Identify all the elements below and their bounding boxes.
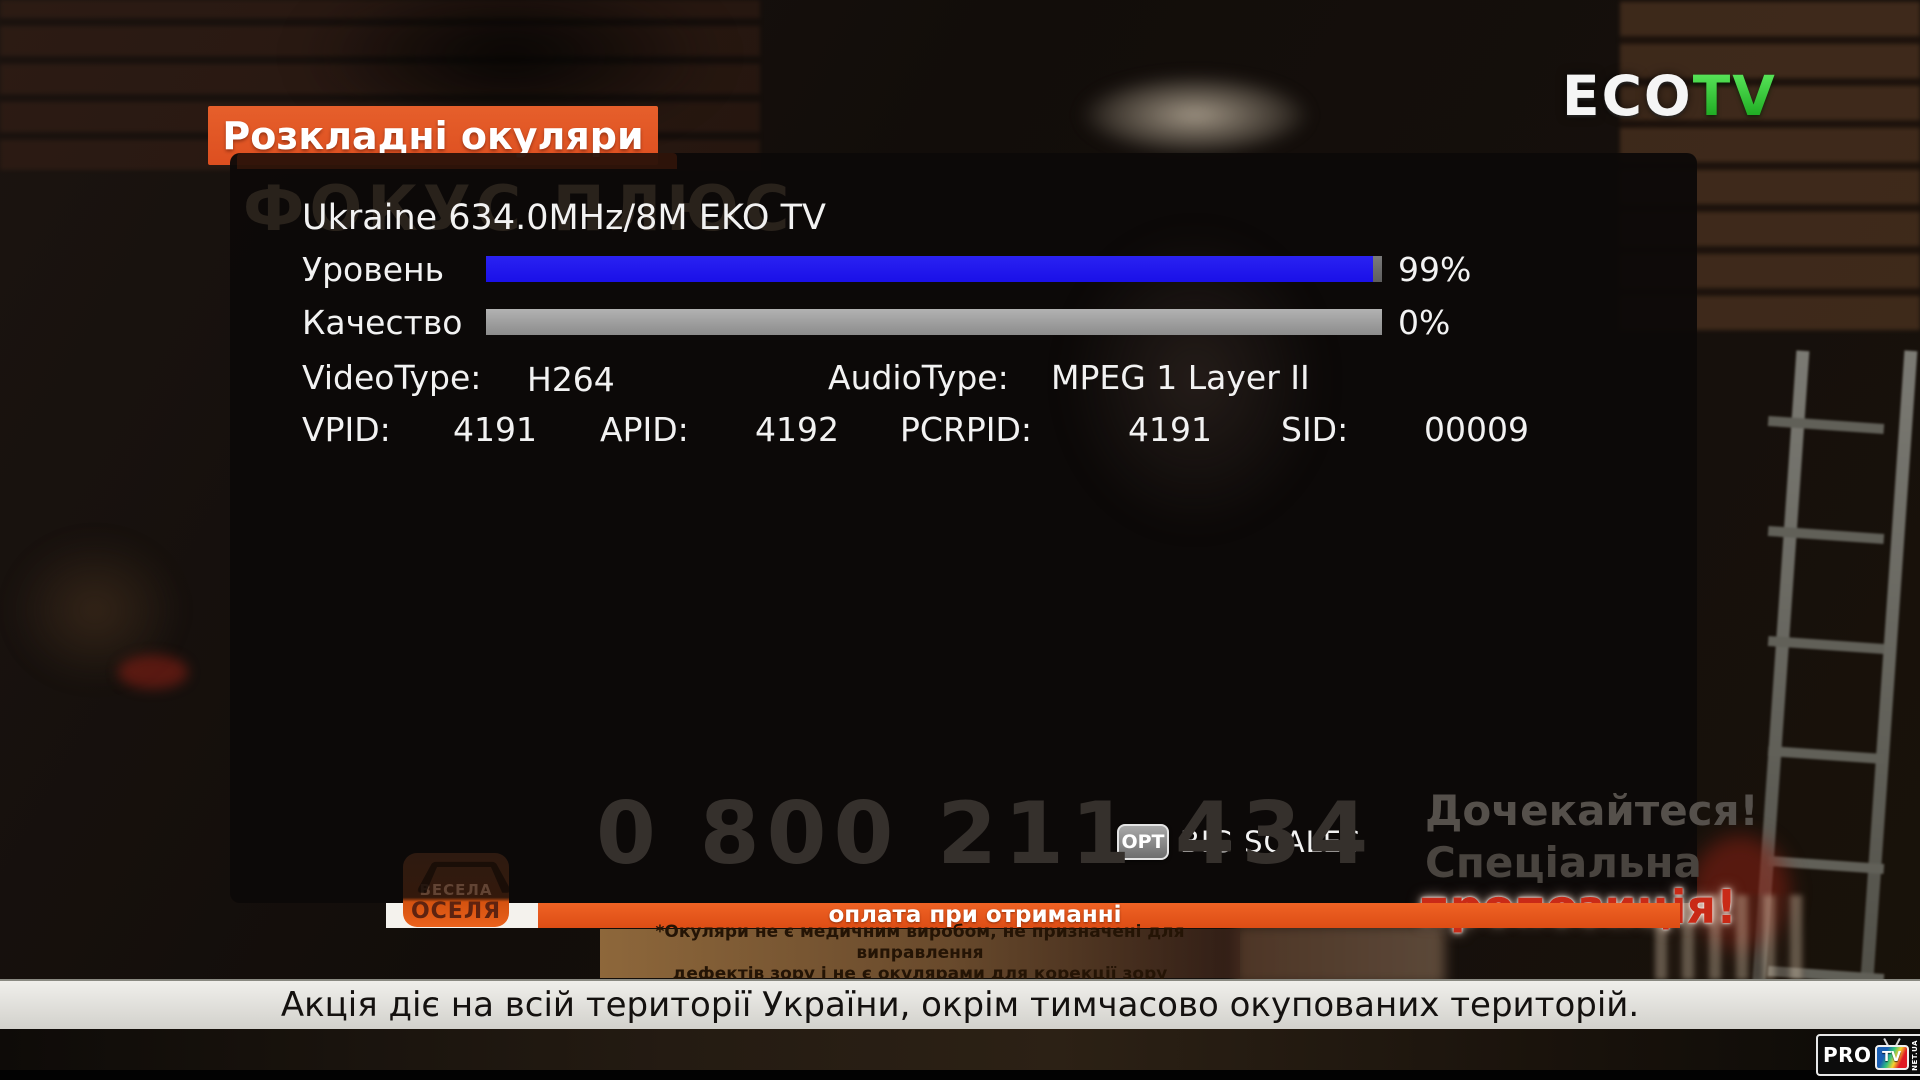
home-brand-line2: ОСЕЛЯ bbox=[410, 899, 502, 924]
ad-disclaimer: *Окуляри не є медичним виробом, не призн… bbox=[600, 922, 1240, 984]
audio-type-label: AudioType: bbox=[828, 358, 1009, 397]
sid-value: 00009 bbox=[1424, 410, 1529, 449]
channel-logo-eco: ECO bbox=[1562, 64, 1693, 128]
level-label: Уровень bbox=[302, 250, 445, 289]
pcrpid-value: 4191 bbox=[1128, 410, 1212, 449]
woman-arm bbox=[1235, 925, 1445, 985]
curtain-streaks bbox=[1655, 895, 1805, 980]
big-scales-hint: BIG SCALES bbox=[1180, 825, 1362, 859]
video-type-value: H264 bbox=[527, 360, 615, 399]
opt-key-label: OPT bbox=[1121, 831, 1165, 853]
vpid-value: 4191 bbox=[453, 410, 537, 449]
tv-set-icon: TV bbox=[1874, 1037, 1909, 1070]
channel-logo: ECOTV bbox=[1562, 64, 1777, 128]
quality-progress-bar bbox=[486, 309, 1382, 335]
pcrpid-label: PCRPID: bbox=[900, 410, 1033, 449]
opt-key-button[interactable]: OPT bbox=[1117, 824, 1169, 860]
channel-logo-tv: TV bbox=[1692, 64, 1777, 128]
home-brand-line1: ВЕСЕЛА bbox=[419, 881, 493, 899]
quality-value: 0% bbox=[1398, 303, 1451, 342]
disclaimer-line1: *Окуляри не є медичним виробом, не призн… bbox=[655, 922, 1185, 963]
house-roof-icon bbox=[415, 861, 509, 893]
level-value: 99% bbox=[1398, 250, 1472, 289]
tuner-title: Ukraine 634.0MHz/8M EKO TV bbox=[302, 198, 826, 238]
payment-strip bbox=[538, 903, 1680, 928]
level-progress-bar bbox=[486, 256, 1382, 282]
woman-hair bbox=[1040, 60, 1350, 170]
red-tool bbox=[118, 655, 188, 689]
apid-value: 4192 bbox=[755, 410, 839, 449]
sid-label: SID: bbox=[1281, 410, 1349, 449]
home-brand-logo: ВЕСЕЛА ОСЕЛЯ bbox=[403, 853, 509, 927]
subtitle-bar: Акція діє на всій території України, окр… bbox=[0, 979, 1920, 1029]
pro-tv-watermark: PRO TV NET.UA bbox=[1816, 1034, 1920, 1076]
payment-strip-text: оплата при отриманні bbox=[828, 902, 1122, 928]
pro-tv-pro-text: PRO bbox=[1823, 1043, 1872, 1067]
apid-label: APID: bbox=[600, 410, 689, 449]
vpid-label: VPID: bbox=[302, 410, 391, 449]
promo-line-2: Спеціальна bbox=[1425, 838, 1702, 887]
ad-title-text: Розкладні окуляри bbox=[222, 113, 644, 158]
pro-tv-net-text: NET.UA bbox=[1910, 1039, 1919, 1071]
ad-brand-dimmed-text: ФОКУС ПЛЮС bbox=[243, 172, 795, 245]
ad-phone-number: 0 800 211 434 bbox=[596, 784, 1376, 884]
woman-face-through-panel bbox=[1010, 165, 1380, 595]
dimmed-banner-sliver bbox=[237, 153, 677, 169]
red-object-bottom-right bbox=[1690, 835, 1790, 950]
video-type-label: VideoType: bbox=[302, 358, 482, 397]
bottom-black-edge bbox=[0, 1070, 1920, 1080]
promo-line-1: Дочекайтеся! bbox=[1425, 786, 1759, 835]
quality-label: Качество bbox=[302, 303, 463, 342]
subtitle-text: Акція діє на всій території України, окр… bbox=[280, 985, 1640, 1025]
audio-type-value: MPEG 1 Layer II bbox=[1051, 358, 1310, 397]
pro-tv-tv-text: TV bbox=[1874, 1045, 1909, 1070]
level-progress-fill bbox=[486, 256, 1374, 282]
